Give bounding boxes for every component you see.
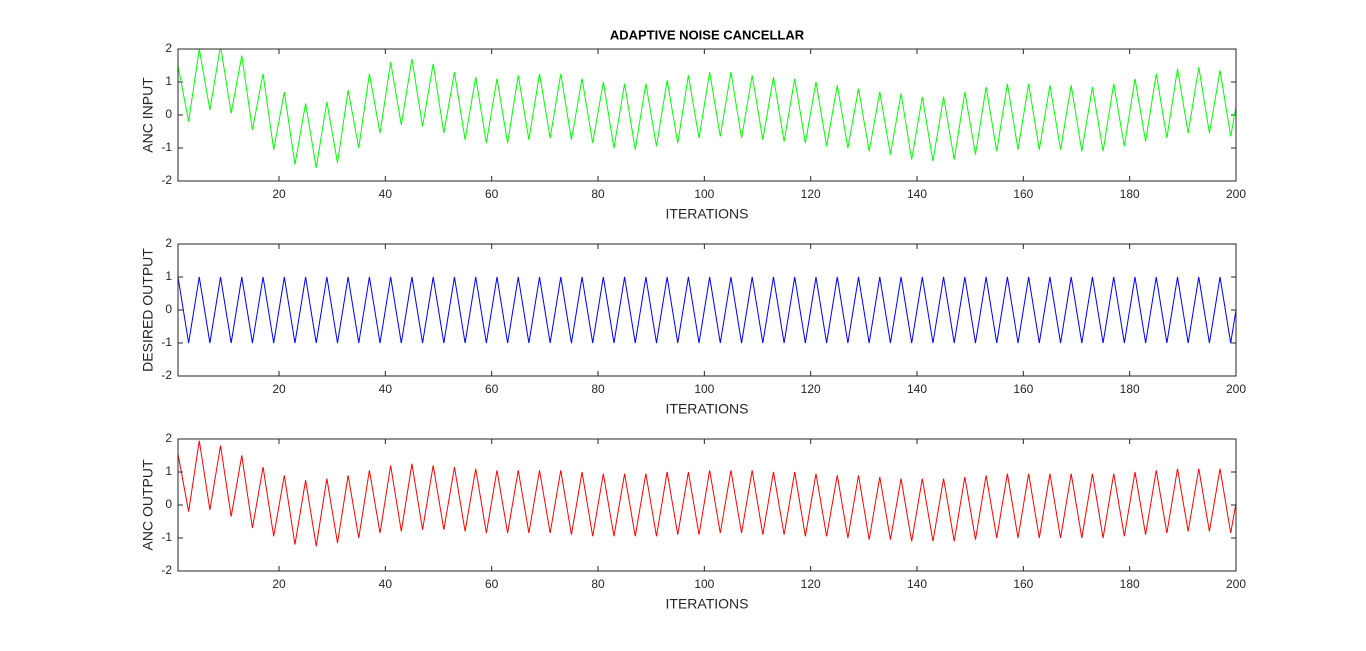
x-tick-label: 180 [1120, 187, 1140, 201]
x-tick-label: 140 [907, 577, 927, 591]
y-tick-label: 0 [165, 107, 172, 121]
x-tick-label: 100 [694, 187, 714, 201]
plot-area [178, 439, 1236, 571]
y-tick-label: -2 [161, 173, 172, 187]
y-tick-label: -1 [161, 140, 172, 154]
x-tick-label: 80 [591, 187, 605, 201]
x-tick-label: 80 [591, 577, 605, 591]
x-tick-label: 40 [379, 382, 393, 396]
x-tick-label: 180 [1120, 577, 1140, 591]
x-tick-label: 40 [379, 187, 393, 201]
y-tick-label: 0 [165, 497, 172, 511]
x-tick-label: 60 [485, 577, 499, 591]
data-line [178, 440, 1236, 547]
x-tick-label: 100 [694, 382, 714, 396]
x-tick-label: 160 [1013, 382, 1033, 396]
x-tick-label: 20 [272, 187, 286, 201]
axes-box [177, 48, 1237, 182]
y-tick-label: -1 [161, 530, 172, 544]
y-tick-label: 2 [165, 236, 172, 250]
y-tick-label: 2 [165, 41, 172, 55]
x-tick-label: 20 [272, 577, 286, 591]
axes-box [177, 243, 1237, 377]
y-axis-label: ANC INPUT [140, 77, 156, 153]
x-tick-label: 60 [485, 187, 499, 201]
y-tick-label: -2 [161, 368, 172, 382]
axes-box [177, 438, 1237, 572]
plot-area [178, 49, 1236, 181]
x-tick-label: 180 [1120, 382, 1140, 396]
data-line [178, 49, 1236, 168]
x-tick-label: 200 [1226, 382, 1246, 396]
x-tick-label: 100 [694, 577, 714, 591]
x-tick-label: 40 [379, 577, 393, 591]
y-tick-label: 0 [165, 302, 172, 316]
x-axis-label: ITERATIONS [666, 596, 749, 612]
x-tick-label: 160 [1013, 577, 1033, 591]
y-tick-label: 1 [165, 464, 172, 478]
plot-area [178, 244, 1236, 376]
x-tick-label: 140 [907, 382, 927, 396]
x-tick-label: 200 [1226, 577, 1246, 591]
x-tick-label: 200 [1226, 187, 1246, 201]
y-tick-label: 2 [165, 431, 172, 445]
x-tick-label: 140 [907, 187, 927, 201]
y-tick-label: -2 [161, 563, 172, 577]
y-axis-label: DESIRED OUTPUT [140, 248, 156, 372]
x-axis-label: ITERATIONS [666, 206, 749, 222]
y-tick-label: -1 [161, 335, 172, 349]
x-tick-label: 120 [801, 577, 821, 591]
x-tick-label: 80 [591, 382, 605, 396]
y-axis-label: ANC OUTPUT [140, 459, 156, 550]
x-tick-label: 60 [485, 382, 499, 396]
data-line [178, 276, 1236, 344]
y-tick-label: 1 [165, 74, 172, 88]
x-axis-label: ITERATIONS [666, 401, 749, 417]
chart-title: ADAPTIVE NOISE CANCELLAR [610, 27, 805, 42]
x-tick-label: 160 [1013, 187, 1033, 201]
y-tick-label: 1 [165, 269, 172, 283]
x-tick-label: 20 [272, 382, 286, 396]
x-tick-label: 120 [801, 187, 821, 201]
x-tick-label: 120 [801, 382, 821, 396]
